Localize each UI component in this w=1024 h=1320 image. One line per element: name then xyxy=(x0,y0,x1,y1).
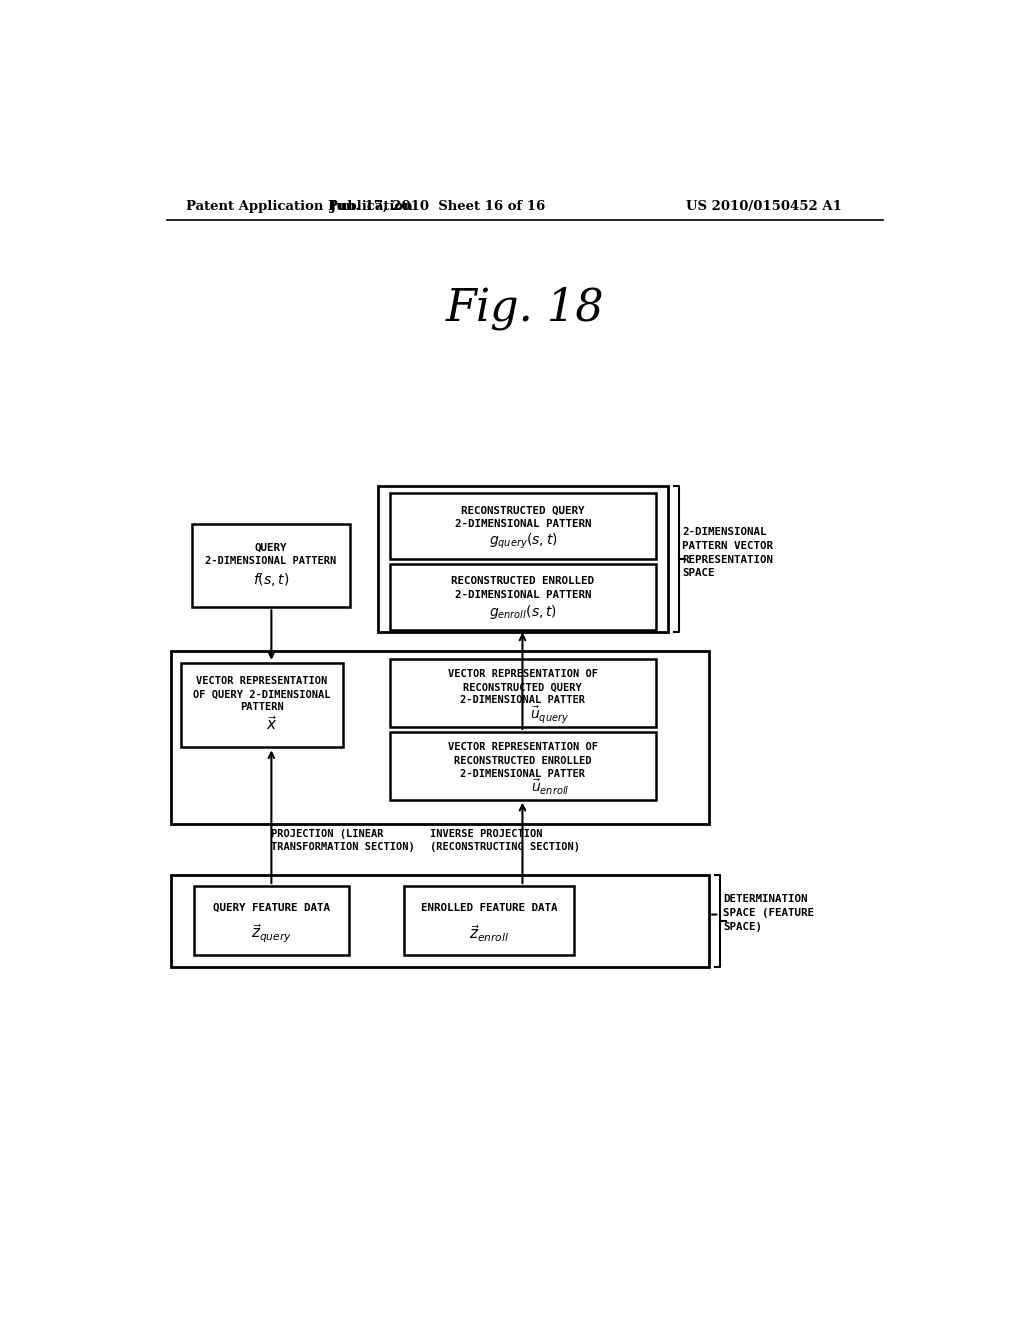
Text: $\vec{u}_{query}$: $\vec{u}_{query}$ xyxy=(530,704,569,725)
Text: $\vec{z}_{enroll}$: $\vec{z}_{enroll}$ xyxy=(469,924,509,944)
Text: 2-DIMENSIONAL PATTERN: 2-DIMENSIONAL PATTERN xyxy=(206,556,337,566)
Text: RECONSTRUCTED ENROLLED: RECONSTRUCTED ENROLLED xyxy=(454,755,592,766)
Text: SPACE: SPACE xyxy=(682,569,715,578)
Text: INVERSE PROJECTION: INVERSE PROJECTION xyxy=(430,829,543,838)
Bar xyxy=(378,486,669,632)
Text: $g_{query}(s,t)$: $g_{query}(s,t)$ xyxy=(488,532,557,550)
Text: SPACE (FEATURE: SPACE (FEATURE xyxy=(723,908,814,917)
Text: Jun. 17, 2010  Sheet 16 of 16: Jun. 17, 2010 Sheet 16 of 16 xyxy=(331,199,546,213)
Bar xyxy=(191,524,350,607)
Bar xyxy=(180,663,343,747)
Text: ENROLLED FEATURE DATA: ENROLLED FEATURE DATA xyxy=(421,903,557,912)
Text: OF QUERY 2-DIMENSIONAL: OF QUERY 2-DIMENSIONAL xyxy=(194,689,331,700)
Text: PATTERN VECTOR: PATTERN VECTOR xyxy=(682,541,773,550)
Bar xyxy=(390,733,655,800)
Text: QUERY: QUERY xyxy=(255,543,288,552)
Text: US 2010/0150452 A1: US 2010/0150452 A1 xyxy=(686,199,842,213)
Text: TRANSFORMATION SECTION): TRANSFORMATION SECTION) xyxy=(271,842,415,851)
Bar xyxy=(390,564,655,630)
Text: $\vec{u}_{enroll}$: $\vec{u}_{enroll}$ xyxy=(530,777,569,797)
Text: 2-DIMENSIONAL: 2-DIMENSIONAL xyxy=(682,527,767,537)
Text: RECONSTRUCTED QUERY: RECONSTRUCTED QUERY xyxy=(464,682,583,693)
Text: REPRESENTATION: REPRESENTATION xyxy=(682,554,773,565)
Text: VECTOR REPRESENTATION: VECTOR REPRESENTATION xyxy=(197,676,328,686)
Text: VECTOR REPRESENTATION OF: VECTOR REPRESENTATION OF xyxy=(447,742,598,752)
Text: 2-DIMENSIONAL PATTER: 2-DIMENSIONAL PATTER xyxy=(461,768,586,779)
Bar xyxy=(171,874,710,966)
Text: (RECONSTRUCTING SECTION): (RECONSTRUCTING SECTION) xyxy=(430,842,581,851)
Text: Fig. 18: Fig. 18 xyxy=(445,286,604,330)
Text: $\vec{z}_{query}$: $\vec{z}_{query}$ xyxy=(251,923,292,945)
Text: Patent Application Publication: Patent Application Publication xyxy=(186,199,413,213)
Bar xyxy=(194,886,349,956)
Text: DETERMINATION: DETERMINATION xyxy=(723,894,808,904)
Text: PROJECTION (LINEAR: PROJECTION (LINEAR xyxy=(271,829,384,838)
Text: PATTERN: PATTERN xyxy=(241,702,284,713)
Text: $\vec{x}$: $\vec{x}$ xyxy=(265,715,278,734)
Bar xyxy=(390,659,655,726)
Text: RECONSTRUCTED QUERY: RECONSTRUCTED QUERY xyxy=(461,506,585,515)
Text: $g_{enroll}(s,t)$: $g_{enroll}(s,t)$ xyxy=(488,603,557,620)
Text: 2-DIMENSIONAL PATTERN: 2-DIMENSIONAL PATTERN xyxy=(455,590,591,601)
Text: QUERY FEATURE DATA: QUERY FEATURE DATA xyxy=(213,903,330,912)
Bar xyxy=(171,651,710,825)
Bar xyxy=(390,494,655,558)
Text: VECTOR REPRESENTATION OF: VECTOR REPRESENTATION OF xyxy=(447,669,598,680)
Bar xyxy=(403,886,574,956)
Text: 2-DIMENSIONAL PATTERN: 2-DIMENSIONAL PATTERN xyxy=(455,519,591,529)
Text: $f(s,t)$: $f(s,t)$ xyxy=(253,572,289,589)
Text: RECONSTRUCTED ENROLLED: RECONSTRUCTED ENROLLED xyxy=(452,576,594,586)
Text: 2-DIMENSIONAL PATTER: 2-DIMENSIONAL PATTER xyxy=(461,696,586,705)
Text: SPACE): SPACE) xyxy=(723,921,762,932)
